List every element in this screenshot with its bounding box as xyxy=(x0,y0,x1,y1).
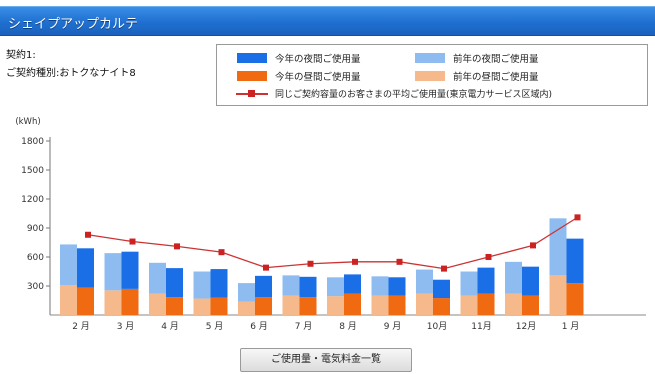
bar-last-year-night xyxy=(238,283,255,302)
average-point xyxy=(307,260,314,267)
bar-last-year-day xyxy=(460,295,478,315)
bar-last-year-day xyxy=(549,275,567,315)
legend-swatch-this-year-day xyxy=(237,71,267,81)
average-point xyxy=(574,214,581,221)
bar-this-year-day xyxy=(388,295,406,315)
chart-legend: 今年の夜間ご使用量 前年の夜間ご使用量 今年の昼間ご使用量 前年の昼間ご使用量 … xyxy=(216,44,648,106)
average-point xyxy=(85,231,91,238)
y-tick-label: 1200 xyxy=(21,195,44,205)
legend-swatch-this-year-night xyxy=(237,53,267,63)
x-tick-label: 11月 xyxy=(471,321,491,332)
x-tick-label: 4 月 xyxy=(161,321,179,332)
legend-average: 同じご契約容量のお客さまの平均ご使用量(東京電力サービス区域内) xyxy=(275,90,553,100)
legend-last-year-day: 前年の昼間ご使用量 xyxy=(453,72,539,83)
bar-last-year-night xyxy=(60,244,77,286)
bar-this-year-day xyxy=(433,298,450,315)
x-tick-label: 8 月 xyxy=(339,321,357,332)
x-tick-label: 12月 xyxy=(516,321,536,332)
bar-last-year-day xyxy=(416,293,433,315)
y-tick-label: 1800 xyxy=(21,137,44,147)
bar-last-year-night xyxy=(505,261,522,294)
y-axis-unit-label: (kWh) xyxy=(15,117,40,127)
average-point xyxy=(396,258,403,265)
bar-last-year-day xyxy=(193,298,211,315)
bar-this-year-night xyxy=(522,266,539,296)
y-tick-label: 600 xyxy=(27,253,44,263)
bar-last-year-night xyxy=(282,275,300,296)
legend-swatch-last-year-day xyxy=(415,71,445,81)
average-point xyxy=(174,243,180,250)
x-tick-label: 3 月 xyxy=(117,321,135,332)
legend-swatch-last-year-night xyxy=(415,53,445,63)
bar-this-year-day xyxy=(210,297,228,315)
bar-this-year-night xyxy=(121,251,139,289)
title-bar: シェイプアップカルテ xyxy=(0,6,655,36)
bar-last-year-day xyxy=(327,296,344,315)
y-tick-label: 300 xyxy=(27,282,44,292)
average-point xyxy=(485,254,492,260)
bar-this-year-night xyxy=(388,277,406,296)
bar-this-year-night xyxy=(477,267,495,294)
average-point xyxy=(218,249,225,256)
bar-this-year-day xyxy=(166,297,183,315)
bar-last-year-day xyxy=(282,295,300,315)
bar-last-year-night xyxy=(149,262,166,294)
page-title: シェイプアップカルテ xyxy=(8,17,139,32)
bar-this-year-day xyxy=(522,295,539,315)
bar-this-year-night xyxy=(77,248,94,288)
bar-last-year-night xyxy=(371,276,389,296)
contract-number: 契約1: xyxy=(6,50,36,61)
x-tick-label: 1 月 xyxy=(562,321,580,332)
y-tick-label: 1500 xyxy=(21,166,44,176)
bar-this-year-day xyxy=(566,283,584,315)
bar-this-year-day xyxy=(255,297,272,315)
bar-last-year-night xyxy=(327,277,344,297)
contract-type: ご契約種別:おトクなナイト8 xyxy=(6,68,136,79)
legend-marker-average xyxy=(248,90,255,97)
usage-and-charges-list-button[interactable]: ご使用量・電気料金一覧 xyxy=(240,348,412,372)
legend-this-year-night: 今年の夜間ご使用量 xyxy=(275,54,361,65)
average-point xyxy=(263,264,269,271)
y-tick-label: 900 xyxy=(27,224,44,234)
average-point xyxy=(530,242,536,249)
average-point xyxy=(352,258,358,265)
bar-last-year-day xyxy=(60,285,77,315)
average-point xyxy=(129,238,136,245)
bar-last-year-night xyxy=(193,271,211,299)
bar-last-year-day xyxy=(238,301,255,315)
bar-this-year-day xyxy=(121,288,139,315)
bar-this-year-day xyxy=(477,293,495,315)
usage-chart: (kWh) 300 600 900 1200 1500 1800 2 月 3 月 4 月 5 月 6 … xyxy=(15,117,646,332)
x-tick-label: 5 月 xyxy=(206,321,224,332)
bar-this-year-night xyxy=(255,275,272,298)
legend-last-year-night: 前年の夜間ご使用量 xyxy=(453,54,539,65)
x-tick-label: 10月 xyxy=(427,321,447,332)
bar-this-year-night xyxy=(566,238,584,284)
x-tick-label: 2 月 xyxy=(72,321,90,332)
x-tick-label: 7 月 xyxy=(295,321,313,332)
bar-last-year-day xyxy=(371,295,389,315)
bar-this-year-night xyxy=(299,276,317,298)
bar-this-year-night xyxy=(344,274,361,294)
bar-this-year-day xyxy=(344,293,361,315)
bar-last-year-night xyxy=(549,218,567,276)
average-point xyxy=(441,265,447,272)
bar-this-year-night xyxy=(433,279,450,299)
bar-this-year-night xyxy=(166,268,183,298)
bar-last-year-day xyxy=(104,290,122,315)
bar-last-year-day xyxy=(149,293,166,315)
bar-this-year-night xyxy=(210,269,228,298)
bar-last-year-day xyxy=(505,293,522,315)
x-tick-label: 9 月 xyxy=(384,321,402,332)
average-line xyxy=(87,216,578,270)
bar-this-year-day xyxy=(299,297,317,315)
bar-this-year-day xyxy=(77,287,94,315)
x-tick-label: 6 月 xyxy=(250,321,268,332)
legend-this-year-day: 今年の昼間ご使用量 xyxy=(275,72,361,83)
bar-last-year-night xyxy=(416,269,433,294)
bar-last-year-night xyxy=(460,271,478,296)
bar-last-year-night xyxy=(104,253,122,291)
